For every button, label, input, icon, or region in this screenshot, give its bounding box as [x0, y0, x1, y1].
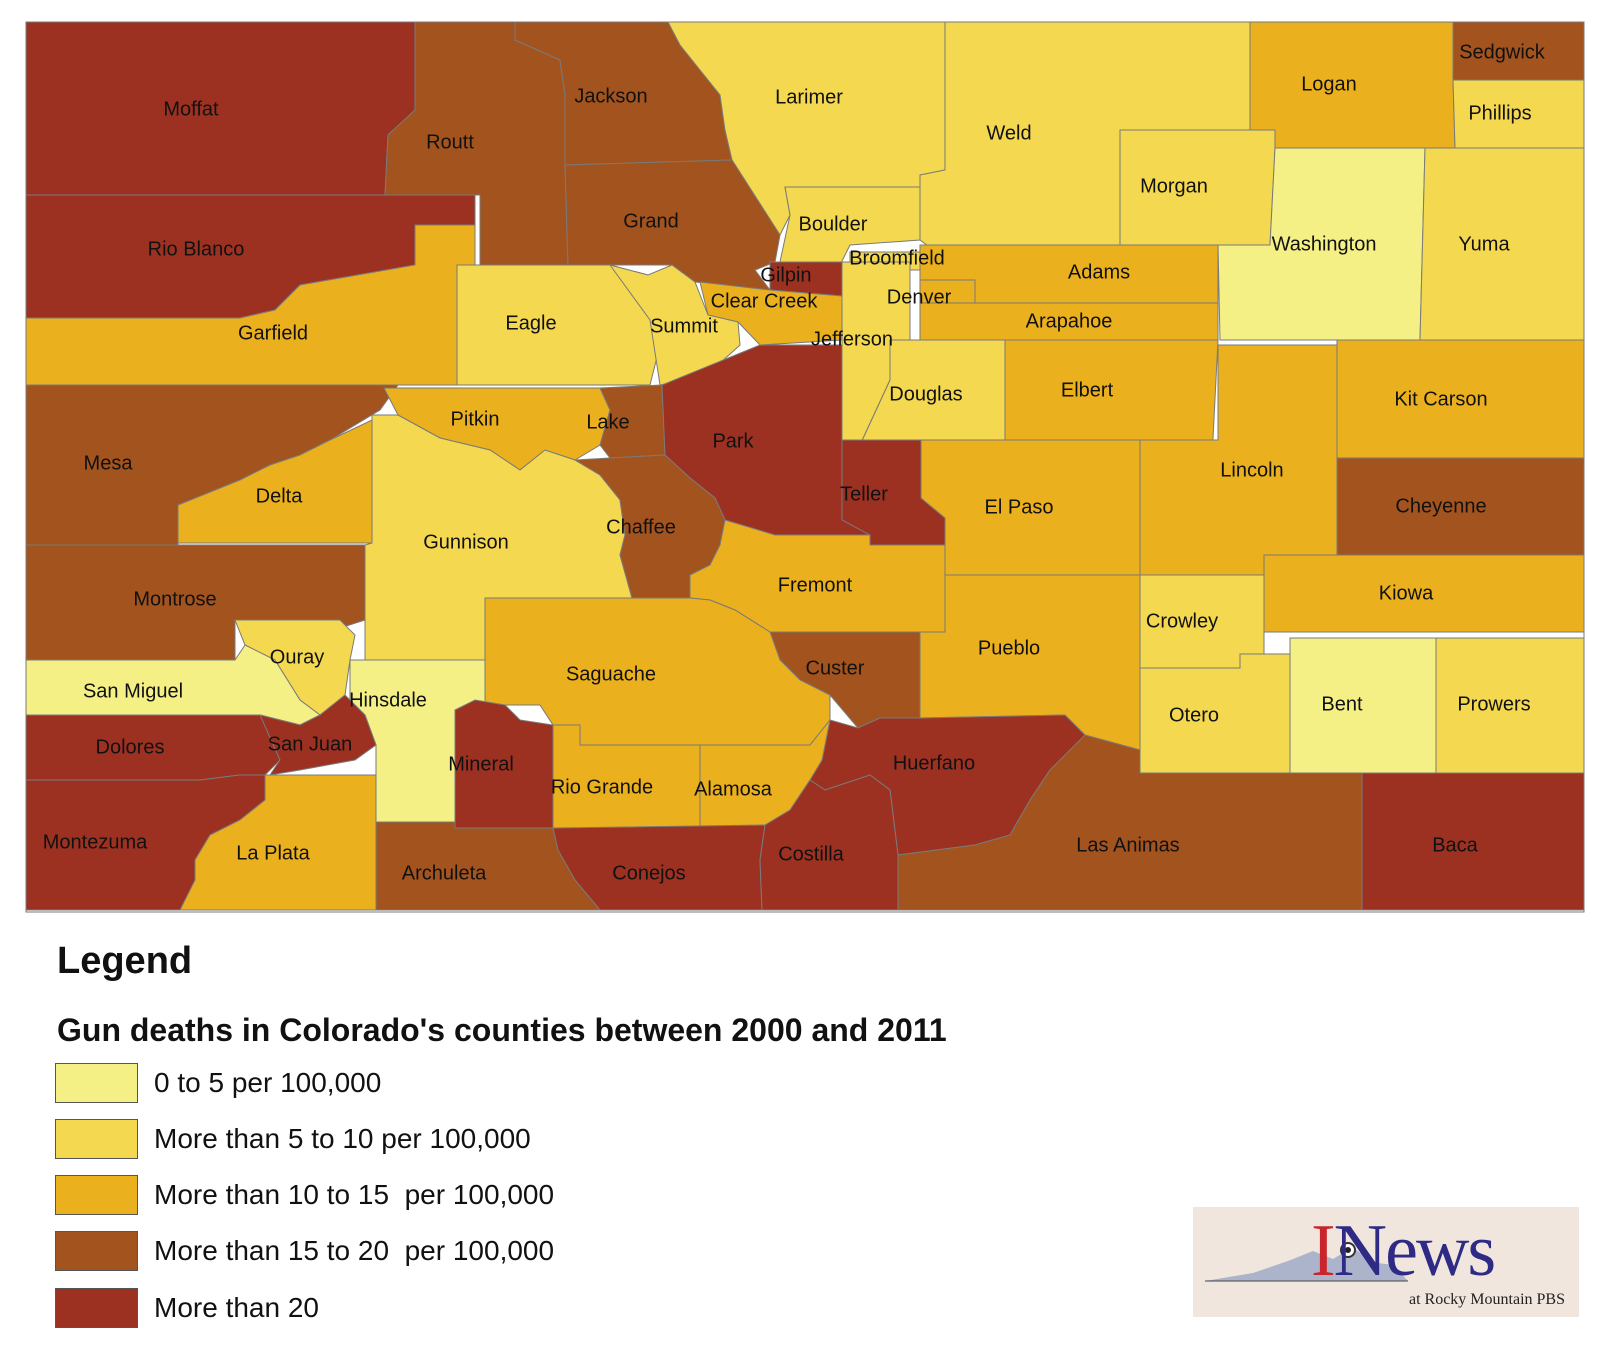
county-label-moffat: Moffat	[163, 98, 219, 120]
legend-label: 0 to 5 per 100,000	[154, 1067, 382, 1098]
county-label-dolores: Dolores	[96, 736, 165, 758]
county-label-la-plata: La Plata	[236, 842, 310, 864]
county-label-san-miguel: San Miguel	[83, 680, 183, 702]
county-label-boulder: Boulder	[799, 213, 868, 235]
county-label-costilla: Costilla	[778, 843, 844, 865]
county-label-saguache: Saguache	[566, 663, 656, 685]
legend-subtitle: Gun deaths in Colorado's counties betwee…	[57, 1012, 947, 1048]
county-moffat	[25, 21, 416, 196]
county-bent	[1289, 637, 1437, 774]
county-label-ouray: Ouray	[270, 646, 324, 668]
county-label-prowers: Prowers	[1457, 693, 1530, 715]
county-label-garfield: Garfield	[238, 322, 308, 344]
county-label-custer: Custer	[806, 657, 865, 679]
county-label-gunnison: Gunnison	[423, 531, 509, 553]
county-label-otero: Otero	[1169, 704, 1219, 726]
legend-label: More than 15 to 20 per 100,000	[154, 1235, 555, 1266]
county-label-conejos: Conejos	[612, 862, 685, 884]
county-label-san-juan: San Juan	[268, 733, 353, 755]
county-label-archuleta: Archuleta	[402, 862, 487, 884]
county-label-broomfield: Broomfield	[849, 247, 945, 269]
county-label-el-paso: El Paso	[985, 496, 1054, 518]
logo-wordmark: INews	[1311, 1210, 1496, 1292]
county-label-logan: Logan	[1301, 73, 1357, 95]
legend-swatch	[55, 1231, 138, 1271]
county-label-rio-grande: Rio Grande	[551, 776, 653, 798]
colorado-county-map: Moffat Routt Jackson Larimer Weld Logan Sedgwi…	[25, 21, 1585, 913]
legend-item-0-to-5: 0 to 5 per 100,000	[55, 1063, 381, 1103]
county-label-kiowa: Kiowa	[1379, 582, 1434, 604]
county-label-park: Park	[712, 430, 754, 452]
county-label-grand: Grand	[623, 210, 679, 232]
county-label-mineral: Mineral	[448, 753, 514, 775]
county-label-bent: Bent	[1321, 693, 1363, 715]
legend-item-10-to-15: More than 10 to 15 per 100,000	[55, 1175, 554, 1215]
county-label-fremont: Fremont	[778, 574, 853, 596]
county-label-summit: Summit	[650, 315, 718, 337]
county-label-hinsdale: Hinsdale	[349, 689, 427, 711]
county-costilla	[759, 774, 899, 911]
county-label-alamosa: Alamosa	[694, 778, 773, 800]
county-san-juan	[259, 694, 377, 776]
county-label-lincoln: Lincoln	[1220, 459, 1283, 481]
county-label-rio-blanco: Rio Blanco	[148, 238, 245, 260]
county-delta	[177, 419, 373, 544]
county-label-montezuma: Montezuma	[43, 831, 148, 853]
county-label-delta: Delta	[256, 485, 304, 507]
county-label-morgan: Morgan	[1140, 175, 1208, 197]
county-label-kit-carson: Kit Carson	[1394, 388, 1487, 410]
county-label-sedgwick: Sedgwick	[1459, 41, 1546, 63]
county-label-adams: Adams	[1068, 261, 1130, 283]
county-label-cheyenne: Cheyenne	[1395, 495, 1486, 517]
county-label-baca: Baca	[1432, 834, 1478, 856]
county-label-larimer: Larimer	[775, 86, 843, 108]
county-label-washington: Washington	[1272, 233, 1377, 255]
county-label-routt: Routt	[426, 131, 474, 153]
county-summit	[608, 264, 741, 386]
county-label-jackson: Jackson	[574, 85, 647, 107]
county-las-animas	[897, 734, 1363, 911]
county-label-chaffee: Chaffee	[606, 516, 676, 538]
county-label-lake: Lake	[586, 411, 629, 433]
legend-item-5-to-10: More than 5 to 10 per 100,000	[55, 1119, 531, 1159]
legend-label: More than 5 to 10 per 100,000	[154, 1123, 531, 1154]
county-label-weld: Weld	[986, 122, 1031, 144]
county-label-huerfano: Huerfano	[893, 752, 975, 774]
county-label-teller: Teller	[840, 483, 888, 505]
county-label-mesa: Mesa	[84, 452, 134, 474]
legend-swatch	[55, 1175, 138, 1215]
county-label-arapahoe: Arapahoe	[1026, 310, 1113, 332]
county-label-denver: Denver	[887, 286, 952, 308]
county-label-phillips: Phillips	[1468, 102, 1531, 124]
county-label-douglas: Douglas	[889, 383, 962, 405]
legend-heading: Legend	[57, 940, 193, 982]
county-label-pitkin: Pitkin	[451, 408, 500, 430]
legend-swatch	[55, 1119, 138, 1159]
county-label-pueblo: Pueblo	[978, 637, 1040, 659]
legend-item-over-20: More than 20	[55, 1288, 319, 1328]
county-label-crowley: Crowley	[1146, 610, 1218, 632]
mountain-logo-icon	[1205, 1242, 1408, 1282]
county-grand	[564, 159, 781, 291]
inews-logo: INews at Rocky Mountain PBS	[1193, 1207, 1579, 1317]
legend-item-15-to-20: More than 15 to 20 per 100,000	[55, 1231, 554, 1271]
legend-swatch	[55, 1288, 138, 1328]
county-label-elbert: Elbert	[1061, 379, 1114, 401]
county-label-eagle: Eagle	[505, 312, 556, 334]
legend-swatch	[55, 1063, 138, 1103]
county-label-gilpin: Gilpin	[760, 264, 811, 286]
county-label-clear-creek: Clear Creek	[711, 290, 819, 312]
logo-subtitle: at Rocky Mountain PBS	[1408, 1291, 1565, 1308]
legend-label: More than 20	[154, 1292, 319, 1323]
county-label-montrose: Montrose	[133, 588, 216, 610]
county-boulder	[779, 186, 921, 266]
legend-label: More than 10 to 15 per 100,000	[154, 1179, 555, 1210]
county-label-las-animas: Las Animas	[1076, 834, 1179, 856]
county-label-jefferson: Jefferson	[811, 328, 893, 350]
county-label-yuma: Yuma	[1458, 233, 1510, 255]
